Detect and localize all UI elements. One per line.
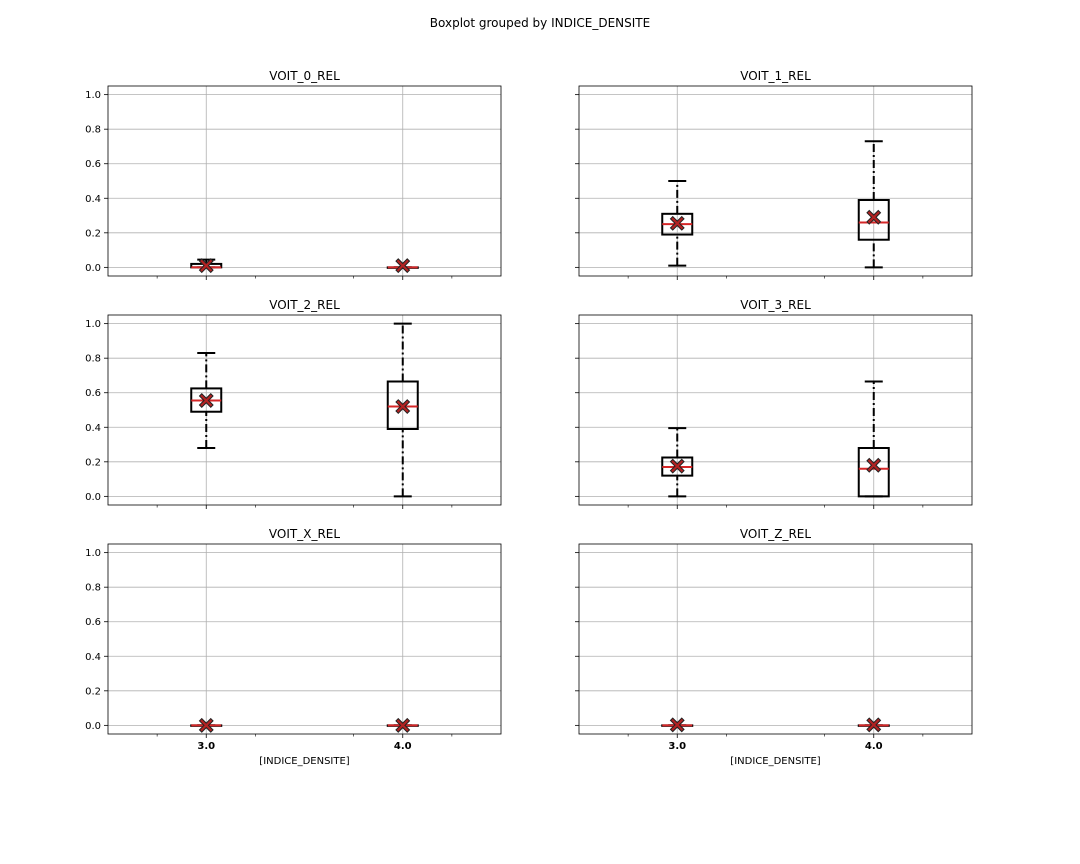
figure-suptitle: Boxplot grouped by INDICE_DENSITE [430, 16, 650, 30]
mean-marker [396, 259, 409, 272]
subplot-title: VOIT_0_REL [269, 69, 340, 83]
y-tick-label: 1.0 [85, 548, 101, 559]
mean-marker [867, 459, 880, 472]
subplot-title: VOIT_Z_REL [740, 527, 811, 541]
box-4.0 [386, 258, 419, 274]
y-tick-label: 0.0 [85, 492, 101, 503]
y-tick-label: 0.8 [85, 583, 101, 594]
subplot-title: VOIT_X_REL [269, 527, 340, 541]
subplot-voit-x-rel: VOIT_X_REL 0.0 0.2 0.4 0.6 0.8 1.0 3.0 4.0 [INDIC… [85, 527, 502, 767]
x-axis-label: [INDICE_DENSITE] [730, 756, 821, 767]
y-tick-label: 0.2 [85, 228, 101, 239]
x-tick-label: 3.0 [668, 741, 686, 752]
mean-marker [200, 394, 213, 407]
subplot-voit-3-rel: VOIT_3_REL [575, 298, 973, 509]
subplot-voit-0-rel: VOIT_0_REL 0.0 0.2 0.4 0.6 0.8 1.0 [85, 69, 502, 280]
y-tick-label: 1.0 [85, 319, 101, 330]
mean-marker [396, 400, 409, 413]
x-tick-label: 3.0 [197, 741, 215, 752]
mean-marker [200, 719, 213, 732]
mean-marker [200, 259, 213, 272]
box-iqr [857, 447, 890, 498]
y-tick-label: 0.4 [85, 194, 101, 205]
axes-frame [578, 314, 973, 506]
axes-frame [107, 85, 502, 277]
subplot-title: VOIT_3_REL [740, 298, 811, 312]
mean-marker [671, 217, 684, 230]
axes-frame [578, 85, 973, 277]
box-4.0 [386, 717, 419, 733]
y-tick-label: 1.0 [85, 90, 101, 101]
y-tick-label: 0.4 [85, 423, 101, 434]
box-3.0 [190, 352, 223, 449]
mean-marker [867, 718, 880, 731]
subplot-voit-1-rel: VOIT_1_REL [575, 69, 973, 280]
box-4.0 [857, 717, 890, 733]
subplot-voit-z-rel: VOIT_Z_REL 3.0 4.0 [INDICE_DENSITE] [575, 527, 973, 767]
y-tick-label: 0.4 [85, 652, 101, 663]
axes-frame [107, 543, 502, 735]
mean-marker [867, 211, 880, 224]
subplot-title: VOIT_2_REL [269, 298, 340, 312]
box-iqr [857, 199, 890, 241]
box-4.0 [857, 380, 890, 498]
box-3.0 [661, 180, 694, 267]
y-tick-label: 0.2 [85, 686, 101, 697]
y-tick-label: 0.0 [85, 721, 101, 732]
subplot-grid: VOIT_0_REL 0.0 0.2 0.4 0.6 0.8 1.0 VOIT_1_REL VO… [85, 69, 973, 767]
box-3.0 [661, 717, 694, 733]
axes-frame [578, 543, 973, 735]
y-tick-label: 0.0 [85, 263, 101, 274]
x-tick-label: 4.0 [394, 741, 412, 752]
box-4.0 [857, 140, 890, 269]
x-axis-label: [INDICE_DENSITE] [259, 756, 350, 767]
subplot-title: VOIT_1_REL [740, 69, 811, 83]
mean-marker [396, 719, 409, 732]
y-tick-label: 0.8 [85, 125, 101, 136]
box-4.0 [386, 322, 419, 498]
box-3.0 [190, 258, 223, 274]
box-3.0 [661, 427, 694, 498]
box-iqr [386, 380, 419, 430]
y-tick-label: 0.6 [85, 617, 101, 628]
box-3.0 [190, 717, 223, 733]
x-tick-label: 4.0 [865, 741, 883, 752]
subplot-voit-2-rel: VOIT_2_REL 0.0 0.2 0.4 0.6 0.8 1.0 [85, 298, 502, 509]
y-tick-label: 0.6 [85, 159, 101, 170]
mean-marker [671, 718, 684, 731]
mean-marker [671, 460, 684, 473]
y-tick-label: 0.2 [85, 457, 101, 468]
axes-frame [107, 314, 502, 506]
y-tick-label: 0.6 [85, 388, 101, 399]
y-tick-label: 0.8 [85, 354, 101, 365]
